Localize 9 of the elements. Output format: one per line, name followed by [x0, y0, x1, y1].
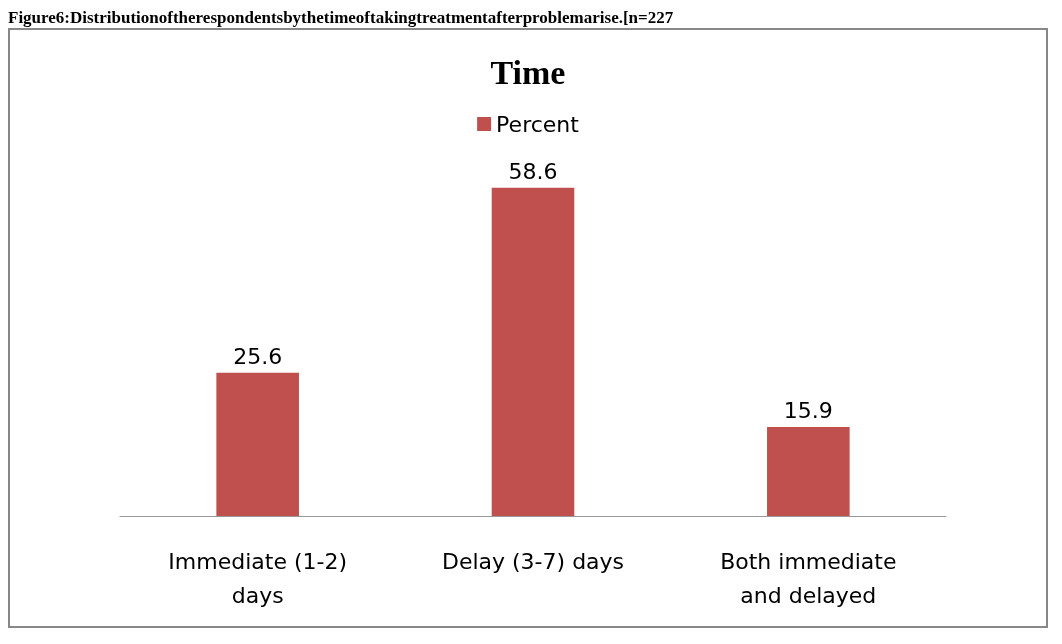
x-tick-label: Both immediate and delayed [720, 548, 897, 608]
chart-title: Time [490, 53, 566, 91]
x-tick-label: Delay (3-7) days [441, 548, 625, 574]
x-tick-label: Immediate (1-2) days [168, 548, 348, 608]
data-label: 58.6 [508, 159, 558, 185]
caption: Figure6:Distributionoftherespondentsbythetimeoftakingtreatmentafterproblemarise.[n=227 [8, 8, 675, 28]
legend-label: Percent [496, 111, 580, 137]
data-label: 25.6 [233, 344, 283, 370]
data-label: 15.9 [783, 398, 833, 424]
